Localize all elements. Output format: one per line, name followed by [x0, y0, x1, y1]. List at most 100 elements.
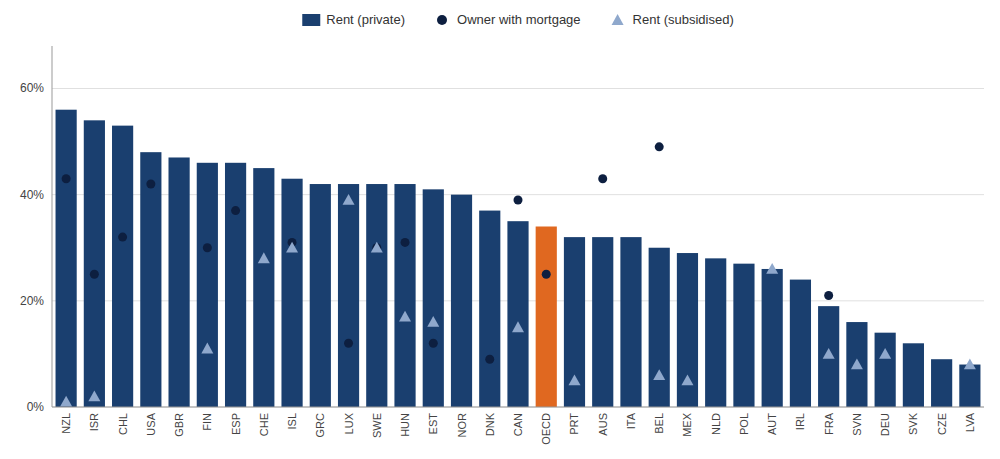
dot-point [824, 291, 833, 300]
x-axis: NZLISRCHLUSAGBRFINESPCHEISLGRCLUXSWEHUNE… [52, 407, 984, 445]
bar [620, 237, 641, 407]
x-tick-label: NZL [60, 413, 72, 434]
triangle-point [427, 316, 439, 327]
dot-point [90, 270, 99, 279]
bar [762, 269, 783, 407]
bar [733, 264, 754, 407]
y-axis: 0%20%40%60% [20, 46, 52, 414]
triangle-point [512, 321, 524, 332]
x-tick-label: AUT [766, 413, 778, 435]
dot-point [542, 270, 551, 279]
grid-line [52, 88, 984, 89]
bar [140, 152, 161, 407]
bar [818, 306, 839, 407]
x-tick-label: BEL [653, 413, 665, 434]
legend: Rent (private) Owner with mortgage Rent (s… [302, 12, 733, 27]
triangle-point [399, 311, 411, 322]
bar [677, 253, 698, 407]
x-tick-label: DEU [879, 413, 891, 436]
x-tick-label: SVN [851, 413, 863, 436]
dot-point [485, 355, 494, 364]
triangle-point [568, 374, 580, 385]
dot-point [231, 206, 240, 215]
y-tick-label: 40% [20, 188, 44, 202]
series-2 [60, 194, 976, 407]
y-tick-label: 0% [27, 400, 45, 414]
bar [451, 195, 472, 407]
bar [536, 227, 557, 408]
x-tick-label: POL [738, 413, 750, 435]
dot-point [203, 243, 212, 252]
x-tick-label: DNK [484, 412, 496, 436]
bar [84, 120, 105, 407]
x-tick-label: LUX [343, 412, 355, 434]
bar [169, 157, 190, 407]
x-tick-label: AUS [597, 413, 609, 436]
bar [281, 179, 302, 407]
x-tick-label: ESP [230, 413, 242, 435]
triangle-point [851, 359, 863, 370]
x-tick-label: NLD [710, 413, 722, 435]
x-tick-label: FRA [823, 412, 835, 435]
bar [366, 184, 387, 407]
series-0 [56, 110, 981, 407]
bar [56, 110, 77, 407]
triangle-point [258, 252, 270, 263]
bar [564, 237, 585, 407]
triangle-point [60, 396, 72, 407]
x-tick-label: GBR [173, 413, 185, 437]
x-tick-label: USA [145, 412, 157, 435]
bar [197, 163, 218, 407]
legend-item: Owner with mortgage [437, 12, 581, 27]
legend-label: Owner with mortgage [457, 12, 581, 27]
x-tick-label: CAN [512, 413, 524, 436]
x-tick-label: SVK [907, 412, 919, 435]
triangle-point [681, 374, 693, 385]
triangle-point [766, 263, 778, 274]
triangle-point [653, 369, 665, 380]
legend-swatch [612, 14, 624, 25]
bar [875, 333, 896, 407]
dot-point [598, 174, 607, 183]
x-tick-label: ISL [286, 413, 298, 430]
legend-item: Rent (private) [302, 12, 405, 27]
bar [310, 184, 331, 407]
marks [56, 110, 981, 407]
grid-line [52, 407, 984, 408]
y-tick-label: 20% [20, 294, 44, 308]
x-tick-label: OECD [540, 413, 552, 445]
bar [112, 126, 133, 407]
triangle-point [286, 242, 298, 253]
x-tick-label: FIN [201, 413, 213, 431]
x-tick-label: HUN [399, 413, 411, 437]
x-tick-label: GRC [314, 413, 326, 438]
dot-point [146, 180, 155, 189]
grid [52, 88, 984, 407]
bar [394, 184, 415, 407]
bar [846, 322, 867, 407]
bar [592, 237, 613, 407]
triangle-point [88, 390, 100, 401]
x-tick-label: EST [427, 413, 439, 435]
x-tick-label: SWE [371, 413, 383, 438]
triangle-point [201, 343, 213, 354]
bar [338, 184, 359, 407]
x-axis-line [52, 407, 984, 408]
x-tick-label: ITA [625, 412, 637, 429]
bar [705, 258, 726, 407]
bar [790, 280, 811, 407]
legend-swatch [302, 14, 320, 26]
legend-label: Rent (subsidised) [633, 12, 734, 27]
x-tick-label: IRL [794, 413, 806, 430]
legend-swatch [437, 15, 447, 25]
dot-point [344, 339, 353, 348]
dot-point [429, 339, 438, 348]
bar [903, 343, 924, 407]
x-tick-label: NOR [456, 413, 468, 438]
x-tick-label: CZE [936, 413, 948, 435]
grid-line [52, 194, 984, 195]
bar [253, 168, 274, 407]
bar [479, 211, 500, 407]
bar [423, 189, 444, 407]
triangle-point [823, 348, 835, 359]
